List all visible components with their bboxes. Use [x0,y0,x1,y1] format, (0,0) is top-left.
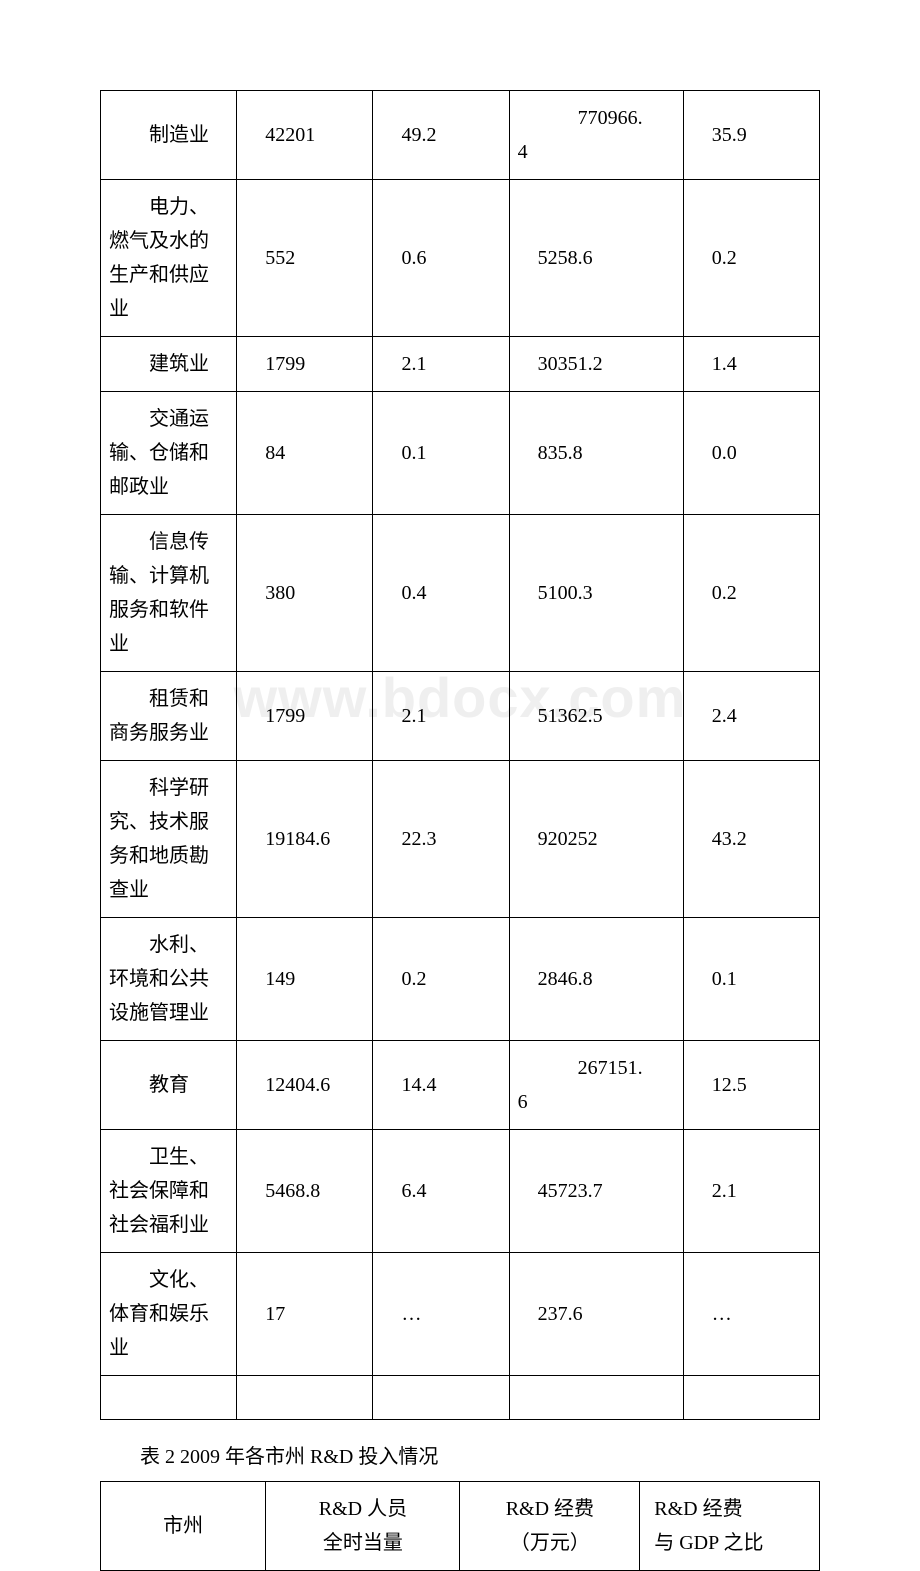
value-cell: 1799 [237,337,373,392]
value-cell: 43.2 [683,761,819,918]
value-cell: 42201 [237,91,373,180]
industry-name-cell: 电力、燃气及水的生产和供应业 [101,180,237,337]
value-cell: 17 [237,1253,373,1376]
value-cell: 22.3 [373,761,509,918]
value-cell: 0.6 [373,180,509,337]
value-cell: 12.5 [683,1041,819,1130]
value-cell: 2.4 [683,672,819,761]
document-content: 制造业4220149.2770966.435.9电力、燃气及水的生产和供应业55… [100,90,820,1571]
value-cell: 2.1 [683,1130,819,1253]
industry-name-cell: 建筑业 [101,337,237,392]
value-cell: 237.6 [509,1253,683,1376]
industry-name-cell: 水利、环境和公共设施管理业 [101,918,237,1041]
value-cell: 267151.6 [509,1041,683,1130]
table2-h2b: 全时当量 [323,1532,403,1554]
value-cell: 84 [237,392,373,515]
value-cell: 45723.7 [509,1130,683,1253]
value-cell: 380 [237,515,373,672]
value-cell: 920252 [509,761,683,918]
table2-h4a: R&D 经费 [654,1498,742,1520]
table2-h4: R&D 经费 与 GDP 之比 [640,1482,820,1571]
value-cell: 14.4 [373,1041,509,1130]
table2-h1: 市州 [101,1482,266,1571]
value-cell: 5258.6 [509,180,683,337]
table-row: 卫生、社会保障和社会福利业5468.86.445723.72.1 [101,1130,820,1253]
table-row: 建筑业17992.130351.21.4 [101,337,820,392]
table-row: 信息传输、计算机服务和软件业3800.45100.30.2 [101,515,820,672]
value-cell: 49.2 [373,91,509,180]
table-row: 制造业4220149.2770966.435.9 [101,91,820,180]
value-cell: 19184.6 [237,761,373,918]
table-row: 教育12404.614.4267151.612.5 [101,1041,820,1130]
table-row: 租赁和商务服务业17992.151362.52.4 [101,672,820,761]
industry-rd-table: 制造业4220149.2770966.435.9电力、燃气及水的生产和供应业55… [100,90,820,1420]
value-cell: 5468.8 [237,1130,373,1253]
industry-name-cell: 信息传输、计算机服务和软件业 [101,515,237,672]
value-cell: 149 [237,918,373,1041]
industry-name-cell: 租赁和商务服务业 [101,672,237,761]
value-cell: 2846.8 [509,918,683,1041]
industry-name-cell: 卫生、社会保障和社会福利业 [101,1130,237,1253]
value-cell: 2.1 [373,672,509,761]
table2-h2: R&D 人员 全时当量 [266,1482,460,1571]
industry-name-cell: 交通运输、仓储和邮政业 [101,392,237,515]
table-row: 交通运输、仓储和邮政业840.1835.80.0 [101,392,820,515]
empty-cell [683,1376,819,1420]
value-cell: … [683,1253,819,1376]
region-rd-table: 市州 R&D 人员 全时当量 R&D 经费 （万元） R&D 经费 与 GDP … [100,1481,820,1571]
empty-cell [373,1376,509,1420]
table-row: 电力、燃气及水的生产和供应业5520.65258.60.2 [101,180,820,337]
table-row: 科学研究、技术服务和地质勘查业19184.622.392025243.2 [101,761,820,918]
value-cell: 0.2 [373,918,509,1041]
value-cell: 0.2 [683,180,819,337]
value-cell: 51362.5 [509,672,683,761]
value-cell: … [373,1253,509,1376]
value-cell: 0.2 [683,515,819,672]
value-cell: 2.1 [373,337,509,392]
table-row: 水利、环境和公共设施管理业1490.22846.80.1 [101,918,820,1041]
empty-cell [509,1376,683,1420]
value-cell: 0.1 [683,918,819,1041]
table2-h3b: （万元） [510,1532,590,1554]
value-cell: 0.4 [373,515,509,672]
industry-name-cell: 制造业 [101,91,237,180]
value-cell: 12404.6 [237,1041,373,1130]
value-cell: 835.8 [509,392,683,515]
industry-name-cell: 文化、体育和娱乐业 [101,1253,237,1376]
table-row [101,1376,820,1420]
value-cell: 35.9 [683,91,819,180]
industry-name-cell: 教育 [101,1041,237,1130]
value-cell: 770966.4 [509,91,683,180]
table-row: 文化、体育和娱乐业17…237.6… [101,1253,820,1376]
value-cell: 0.1 [373,392,509,515]
value-cell: 552 [237,180,373,337]
table2-caption: 表 2 2009 年各市州 R&D 投入情况 [100,1440,820,1469]
value-cell: 6.4 [373,1130,509,1253]
value-cell: 0.0 [683,392,819,515]
table2-h3: R&D 经费 （万元） [460,1482,640,1571]
table2-h3a: R&D 经费 [506,1498,594,1520]
empty-cell [101,1376,237,1420]
table2-header-row: 市州 R&D 人员 全时当量 R&D 经费 （万元） R&D 经费 与 GDP … [101,1482,820,1571]
value-cell: 30351.2 [509,337,683,392]
industry-name-cell: 科学研究、技术服务和地质勘查业 [101,761,237,918]
table2-h4b: 与 GDP 之比 [654,1532,763,1554]
value-cell: 1.4 [683,337,819,392]
empty-cell [237,1376,373,1420]
table2-h2a: R&D 人员 [319,1498,407,1520]
value-cell: 5100.3 [509,515,683,672]
value-cell: 1799 [237,672,373,761]
